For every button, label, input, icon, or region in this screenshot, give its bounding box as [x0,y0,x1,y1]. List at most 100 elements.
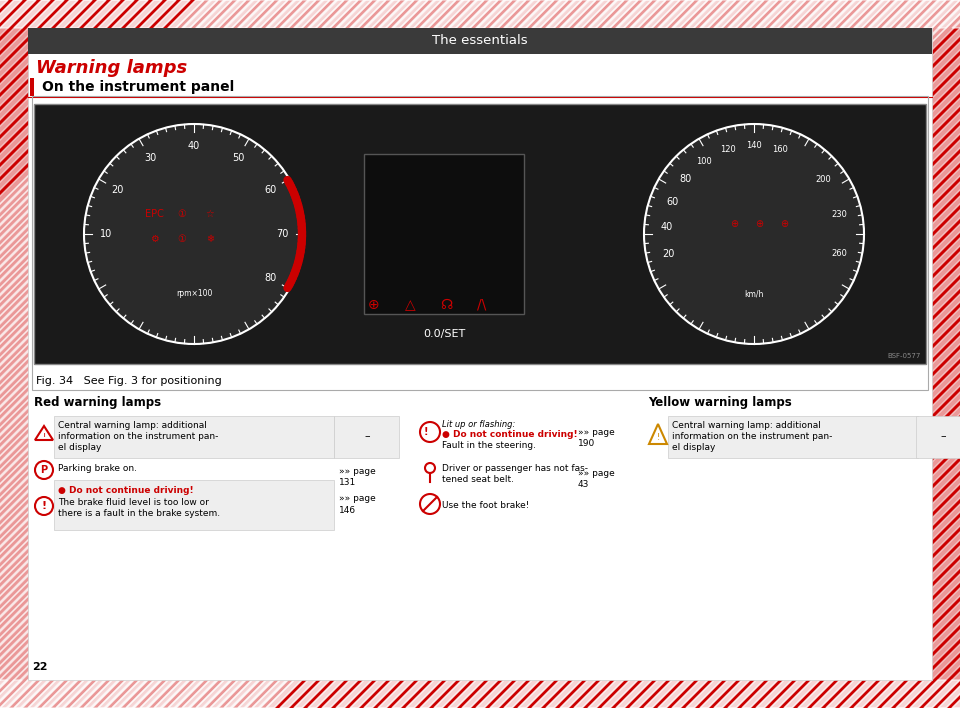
Polygon shape [0,0,694,708]
Polygon shape [840,0,876,28]
Polygon shape [574,680,610,708]
Polygon shape [932,0,960,708]
Polygon shape [0,0,450,708]
Polygon shape [210,680,246,708]
Polygon shape [476,680,512,708]
Text: Parking brake on.: Parking brake on. [58,464,137,473]
Polygon shape [546,0,960,708]
Text: BSF-0577: BSF-0577 [888,353,921,359]
Polygon shape [0,0,442,708]
Text: Warning lamps: Warning lamps [36,59,187,77]
FancyBboxPatch shape [28,28,932,54]
FancyBboxPatch shape [334,416,399,458]
Polygon shape [784,0,960,708]
Polygon shape [406,0,960,708]
Polygon shape [812,0,960,708]
Polygon shape [168,680,204,708]
Polygon shape [196,0,912,708]
Polygon shape [742,0,778,28]
Polygon shape [616,680,652,708]
Text: Red warning lamps: Red warning lamps [34,396,161,409]
Polygon shape [924,680,960,708]
Polygon shape [448,680,484,708]
Polygon shape [952,680,960,708]
Polygon shape [0,0,534,708]
Polygon shape [658,0,694,28]
Polygon shape [0,0,296,708]
Polygon shape [826,0,862,28]
Text: 260: 260 [832,249,848,258]
Polygon shape [924,0,960,28]
Text: tened seat belt.: tened seat belt. [442,475,514,484]
Polygon shape [798,0,834,28]
Polygon shape [154,0,870,708]
Polygon shape [0,0,610,708]
Polygon shape [0,0,274,708]
Polygon shape [210,0,246,28]
Polygon shape [224,0,260,28]
Polygon shape [462,0,498,28]
Polygon shape [672,0,960,708]
Text: The brake fluid level is too low or: The brake fluid level is too low or [58,498,209,507]
Polygon shape [644,0,680,28]
Polygon shape [182,680,218,708]
Polygon shape [812,0,848,28]
Polygon shape [756,0,792,28]
Polygon shape [140,0,856,708]
Polygon shape [672,680,708,708]
FancyBboxPatch shape [28,28,932,680]
Polygon shape [0,0,260,708]
Text: ⚙: ⚙ [150,234,158,244]
Polygon shape [938,0,960,708]
Polygon shape [700,680,736,708]
Text: 60: 60 [264,185,276,195]
Polygon shape [244,0,960,708]
Text: »» page: »» page [339,494,375,503]
Polygon shape [174,0,890,708]
Polygon shape [14,0,730,708]
Polygon shape [560,0,960,708]
Polygon shape [70,0,786,708]
Polygon shape [406,0,442,28]
Polygon shape [406,680,442,708]
Polygon shape [202,0,918,708]
Text: 146: 146 [339,506,356,515]
Polygon shape [42,0,758,708]
Polygon shape [294,680,330,708]
Text: ①: ① [178,209,186,219]
Polygon shape [770,0,806,28]
Polygon shape [560,680,596,708]
Polygon shape [0,0,218,708]
Polygon shape [658,680,694,708]
Text: !: ! [423,427,428,437]
Polygon shape [0,0,618,708]
Polygon shape [700,0,960,708]
Polygon shape [0,0,554,708]
Polygon shape [294,0,960,708]
Polygon shape [924,0,960,708]
Polygon shape [280,680,316,708]
Polygon shape [140,680,176,708]
Polygon shape [118,0,834,708]
Polygon shape [644,0,960,708]
Polygon shape [0,0,520,708]
Text: Use the foot brake!: Use the foot brake! [442,501,529,510]
Polygon shape [686,0,722,28]
Polygon shape [532,0,568,28]
Polygon shape [0,0,120,708]
Polygon shape [854,0,960,708]
Polygon shape [686,0,960,708]
Polygon shape [434,0,470,28]
Polygon shape [840,0,960,708]
Text: 10: 10 [100,229,112,239]
Polygon shape [0,0,162,708]
Polygon shape [140,0,176,28]
Polygon shape [910,0,946,28]
Polygon shape [0,0,478,708]
Polygon shape [0,0,422,708]
Polygon shape [0,0,176,708]
Polygon shape [910,680,946,708]
Polygon shape [0,0,358,708]
Polygon shape [546,0,582,28]
Polygon shape [154,680,190,708]
